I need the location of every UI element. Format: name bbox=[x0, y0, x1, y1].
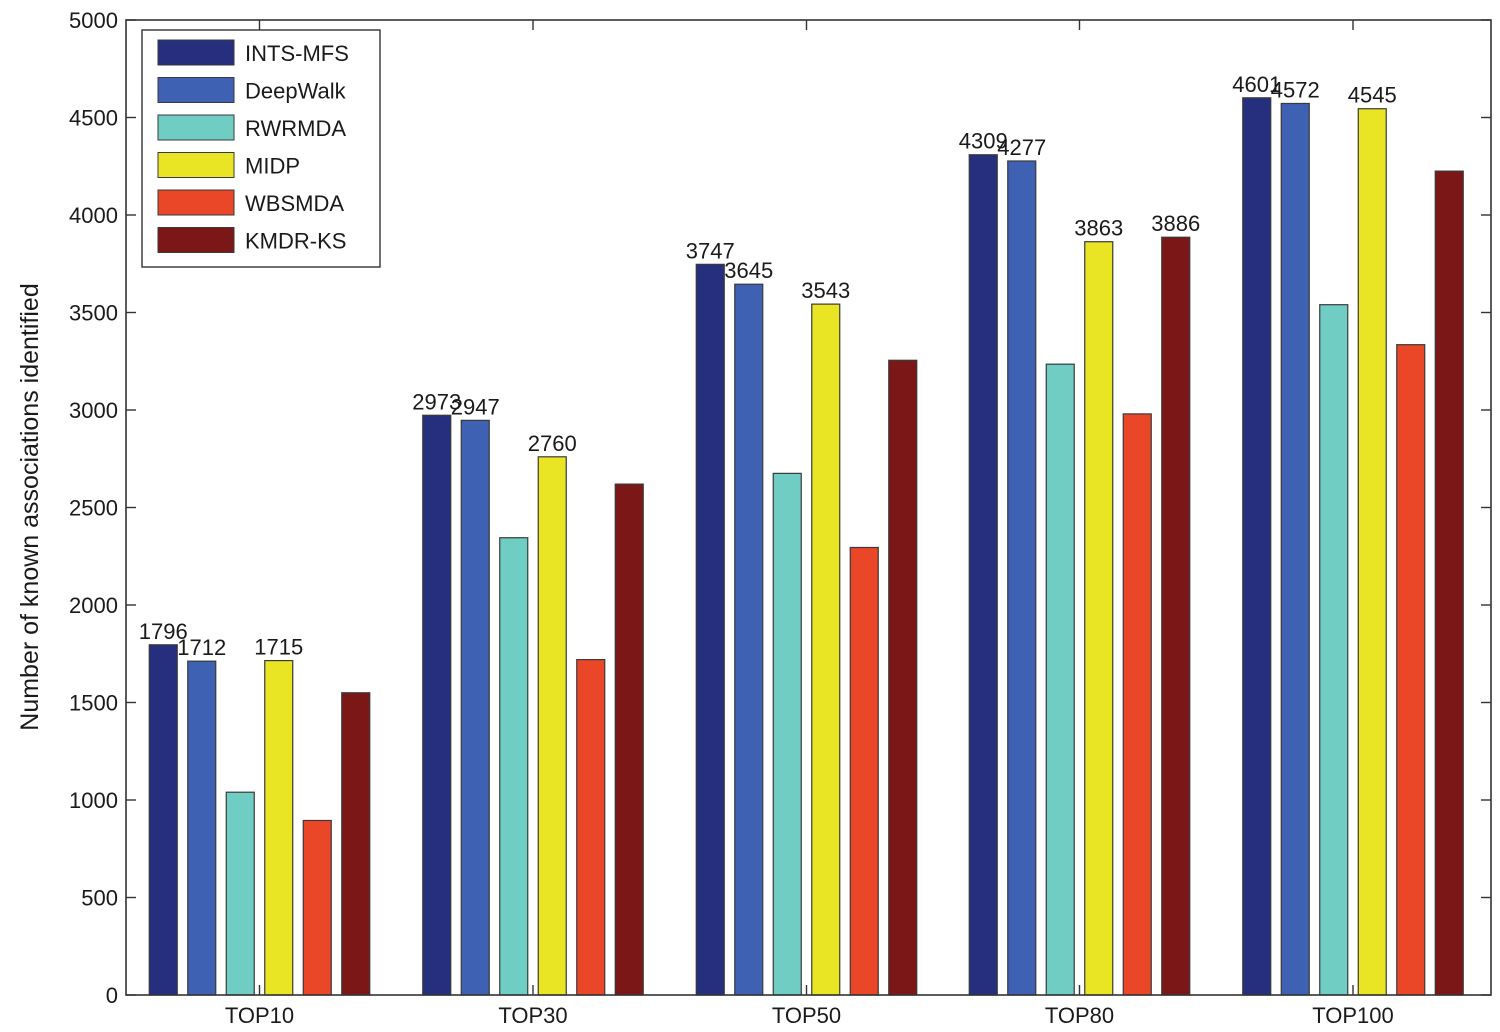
legend-swatch bbox=[157, 39, 235, 66]
bar-deepwalk-top10 bbox=[187, 660, 217, 996]
data-label: 4601 bbox=[1232, 72, 1281, 97]
legend-label: RWRMDA bbox=[245, 116, 346, 141]
x-tick-label: TOP10 bbox=[225, 1003, 294, 1028]
legend-label: DeepWalk bbox=[245, 79, 347, 104]
bar-wbsmda-top30 bbox=[576, 658, 606, 996]
legend-label: WBSMDA bbox=[245, 191, 344, 216]
data-label: 4309 bbox=[959, 129, 1008, 154]
legend-swatch bbox=[157, 152, 235, 178]
bar-rwrmda-top80 bbox=[1045, 363, 1075, 996]
bar-kmdr-ks-top10 bbox=[341, 692, 371, 996]
legend-swatch bbox=[157, 189, 235, 216]
legend-label: MIDP bbox=[245, 154, 300, 179]
data-label: 1712 bbox=[177, 635, 226, 660]
y-tick-label: 1500 bbox=[69, 691, 118, 716]
data-label: 3747 bbox=[686, 238, 735, 263]
legend-swatch bbox=[157, 114, 235, 141]
bar-wbsmda-top80 bbox=[1122, 413, 1152, 996]
data-labels-layer: 1796 2973 3747 4309 4601 1712 2947 3645 4277 4572… bbox=[139, 72, 1397, 660]
bar-midp-top100 bbox=[1357, 108, 1387, 996]
bar-kmdr-ks-top100 bbox=[1434, 170, 1464, 996]
bar-ints-mfs-top100 bbox=[1242, 97, 1272, 996]
x-tick-label: TOP30 bbox=[498, 1003, 567, 1028]
data-label: 4545 bbox=[1348, 83, 1397, 108]
data-label: 3886 bbox=[1151, 211, 1200, 236]
bar-wbsmda-top100 bbox=[1396, 344, 1426, 996]
data-label: 4572 bbox=[1271, 77, 1320, 102]
bar-kmdr-ks-top50 bbox=[888, 359, 918, 996]
legend-label: INTS-MFS bbox=[245, 41, 349, 66]
data-label: 2947 bbox=[451, 394, 500, 419]
y-tick-label: 2000 bbox=[69, 593, 118, 618]
bar-ints-mfs-top30 bbox=[422, 414, 452, 996]
bar-midp-top50 bbox=[811, 303, 841, 996]
bar-kmdr-ks-top30 bbox=[614, 483, 644, 996]
bar-rwrmda-top50 bbox=[772, 472, 802, 996]
data-label: 3543 bbox=[801, 278, 850, 303]
legend-label: KMDR-KS bbox=[245, 229, 346, 254]
data-label: 2973 bbox=[412, 389, 461, 414]
bar-deepwalk-top100 bbox=[1280, 102, 1310, 996]
bar-ints-mfs-top80 bbox=[968, 154, 998, 996]
x-tick-label: TOP80 bbox=[1045, 1003, 1114, 1028]
data-label: 3863 bbox=[1074, 216, 1123, 241]
y-tick-label: 4000 bbox=[69, 203, 118, 228]
y-tick-label: 3500 bbox=[69, 301, 118, 326]
bar-ints-mfs-top50 bbox=[695, 263, 725, 996]
bar-wbsmda-top10 bbox=[302, 819, 332, 996]
bar-rwrmda-top10 bbox=[225, 791, 255, 996]
axis-layer: 0 500 1000 1500 2000 2500 3000 3500 4000 4500 5000… bbox=[69, 8, 1491, 1028]
bar-deepwalk-top50 bbox=[734, 283, 764, 996]
x-tick-label: TOP50 bbox=[772, 1003, 841, 1028]
legend-items: INTS-MFS DeepWalk RWRMDA MIDP WBSMDA KMDR-KS bbox=[157, 39, 349, 254]
legend-swatch bbox=[157, 227, 235, 253]
y-tick-label: 4500 bbox=[69, 106, 118, 131]
bar-midp-top80 bbox=[1084, 241, 1114, 996]
y-tick-label: 500 bbox=[81, 886, 118, 911]
data-label: 4277 bbox=[997, 135, 1046, 160]
legend-swatch bbox=[157, 77, 235, 103]
y-tick-label: 1000 bbox=[69, 788, 118, 813]
y-tick-label: 3000 bbox=[69, 398, 118, 423]
bar-kmdr-ks-top80 bbox=[1161, 236, 1191, 996]
bar-ints-mfs-top10 bbox=[148, 644, 178, 996]
x-tick-label: TOP100 bbox=[1312, 1003, 1394, 1028]
y-tick-label: 5000 bbox=[69, 8, 118, 33]
y-tick-label: 0 bbox=[106, 983, 118, 1008]
bar-rwrmda-top100 bbox=[1319, 304, 1349, 996]
bar-wbsmda-top50 bbox=[849, 546, 879, 996]
data-label: 1796 bbox=[139, 619, 188, 644]
bar-midp-top10 bbox=[264, 659, 294, 996]
bar-midp-top30 bbox=[537, 456, 567, 996]
data-label: 2760 bbox=[528, 431, 577, 456]
bar-deepwalk-top30 bbox=[460, 419, 490, 996]
data-label: 3645 bbox=[724, 258, 773, 283]
bar-rwrmda-top30 bbox=[499, 537, 529, 996]
legend: INTS-MFS DeepWalk RWRMDA MIDP WBSMDA KMDR-KS bbox=[141, 29, 381, 268]
y-tick-label: 2500 bbox=[69, 496, 118, 521]
bars-layer bbox=[148, 97, 1464, 996]
y-axis-title: Number of known associations identified bbox=[16, 283, 44, 730]
data-label: 1715 bbox=[254, 635, 303, 660]
bar-deepwalk-top80 bbox=[1007, 160, 1037, 996]
